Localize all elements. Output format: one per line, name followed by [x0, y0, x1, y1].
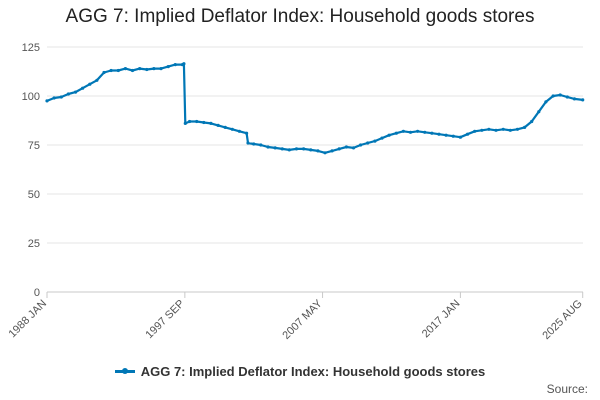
data-point[interactable] — [223, 125, 227, 129]
data-point[interactable] — [465, 132, 470, 136]
data-point[interactable] — [565, 95, 569, 99]
data-point[interactable] — [88, 82, 92, 86]
data-point[interactable] — [423, 130, 427, 134]
data-point[interactable] — [173, 63, 177, 67]
data-point[interactable] — [287, 148, 291, 152]
data-point[interactable] — [523, 125, 527, 129]
x-tick-label: 2025 AUG — [540, 298, 584, 342]
data-point[interactable] — [416, 129, 420, 133]
data-point[interactable] — [458, 135, 462, 139]
data-point[interactable] — [166, 65, 170, 69]
y-tick-label: 0 — [34, 287, 40, 299]
data-point[interactable] — [451, 134, 455, 138]
data-point[interactable] — [373, 139, 377, 143]
data-point[interactable] — [387, 133, 391, 137]
data-point[interactable] — [572, 97, 577, 101]
data-point[interactable] — [408, 130, 413, 134]
data-point[interactable] — [209, 121, 213, 125]
data-point[interactable] — [316, 149, 320, 153]
data-point[interactable] — [480, 128, 484, 132]
data-point[interactable] — [494, 128, 498, 132]
data-point[interactable] — [323, 151, 327, 155]
data-point[interactable] — [359, 143, 363, 147]
data-point[interactable] — [309, 148, 313, 152]
data-point[interactable] — [95, 78, 99, 82]
x-tick-label: 2007 MAY — [280, 297, 325, 342]
data-point[interactable] — [152, 67, 156, 71]
data-point[interactable] — [380, 136, 384, 140]
data-point[interactable] — [394, 131, 398, 135]
data-point[interactable] — [330, 149, 334, 153]
data-point[interactable] — [202, 120, 206, 125]
data-point[interactable] — [351, 146, 356, 150]
x-tick-label: 2017 JAN — [420, 298, 463, 341]
data-point[interactable] — [515, 127, 520, 131]
y-tick-label: 50 — [28, 189, 40, 201]
y-tick-label: 25 — [28, 238, 40, 250]
data-point[interactable] — [294, 147, 299, 151]
data-point[interactable] — [123, 67, 127, 71]
data-point[interactable] — [280, 147, 284, 151]
x-tick-label: 1988 JAN — [6, 298, 49, 341]
series-line — [46, 62, 583, 154]
legend-label: AGG 7: Implied Deflator Index: Household… — [140, 364, 486, 379]
data-point[interactable] — [581, 98, 585, 102]
data-point[interactable] — [116, 68, 120, 73]
data-point[interactable] — [66, 92, 70, 96]
data-point[interactable] — [109, 68, 113, 73]
data-point[interactable] — [430, 131, 434, 135]
data-point[interactable] — [73, 90, 78, 94]
data-point[interactable] — [52, 96, 56, 100]
data-point[interactable] — [558, 93, 562, 97]
data-point[interactable] — [159, 67, 163, 71]
data-point[interactable] — [237, 129, 241, 133]
data-point[interactable] — [245, 131, 249, 135]
data-point[interactable] — [501, 127, 505, 131]
legend-swatch — [114, 368, 135, 374]
data-point[interactable] — [230, 127, 234, 131]
y-tick-label: 75 — [28, 140, 40, 152]
data-point[interactable] — [530, 119, 534, 124]
data-point[interactable] — [508, 128, 512, 132]
data-point[interactable] — [252, 142, 256, 146]
data-point[interactable] — [273, 146, 277, 150]
data-point[interactable] — [366, 141, 370, 145]
data-point[interactable] — [246, 141, 250, 145]
data-point[interactable] — [145, 67, 149, 72]
data-point[interactable] — [216, 123, 220, 127]
data-point[interactable] — [138, 67, 142, 71]
y-tick-label: 125 — [22, 42, 40, 54]
data-point[interactable] — [183, 121, 187, 125]
data-point[interactable] — [59, 95, 63, 99]
data-point[interactable] — [45, 99, 49, 103]
data-point[interactable] — [266, 145, 270, 149]
data-point[interactable] — [182, 62, 186, 66]
data-point[interactable] — [551, 94, 555, 98]
data-point[interactable] — [102, 70, 106, 75]
data-point[interactable] — [537, 110, 541, 114]
source-label: Source: — [546, 382, 588, 396]
data-point[interactable] — [195, 119, 199, 124]
data-point[interactable] — [188, 119, 192, 124]
chart-title: AGG 7: Implied Deflator Index: Household… — [65, 6, 535, 27]
legend[interactable]: AGG 7: Implied Deflator Index: Household… — [0, 364, 600, 379]
data-point[interactable] — [401, 129, 405, 133]
data-point[interactable] — [337, 147, 341, 151]
data-point[interactable] — [487, 127, 491, 131]
data-point[interactable] — [344, 145, 348, 149]
data-point[interactable] — [259, 143, 263, 147]
y-tick-label: 100 — [22, 91, 40, 103]
data-point[interactable] — [130, 68, 135, 73]
data-point[interactable] — [437, 132, 441, 136]
data-point[interactable] — [302, 147, 306, 151]
data-point[interactable] — [444, 133, 448, 137]
data-point[interactable] — [544, 100, 548, 104]
data-point[interactable] — [473, 129, 477, 133]
data-point[interactable] — [81, 86, 85, 90]
x-tick-label: 1997 SEP — [143, 298, 187, 342]
